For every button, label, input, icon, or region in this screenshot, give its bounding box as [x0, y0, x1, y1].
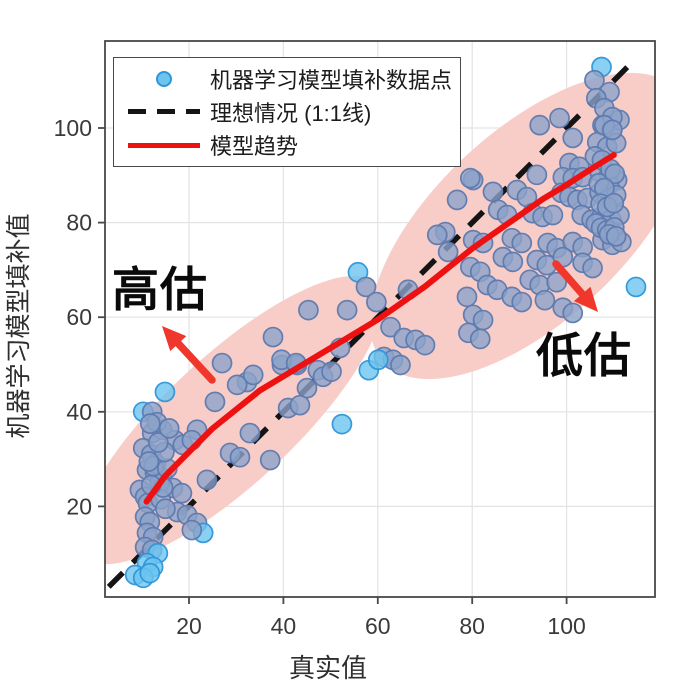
- x-tick-label: 40: [271, 613, 297, 639]
- data-point: [511, 232, 533, 254]
- data-point: [426, 224, 448, 246]
- trend-line: [143, 152, 617, 505]
- data-point: [482, 181, 504, 203]
- data-point: [562, 302, 584, 324]
- tick-labels: 20 40 60 80 100 20 40 60 80 100: [54, 115, 586, 639]
- y-tick-label: 20: [66, 493, 92, 519]
- y-axis-label: 机器学习模型填补值: [5, 213, 33, 439]
- data-point: [414, 334, 436, 356]
- legend-label-trend: 模型趋势: [210, 134, 299, 160]
- data-point: [469, 328, 491, 350]
- data-point: [211, 352, 233, 374]
- y-tick-label: 40: [66, 399, 92, 425]
- data-point: [390, 354, 411, 376]
- scatter-marker-icon: [128, 70, 200, 87]
- data-point: [154, 381, 176, 403]
- data-point: [147, 432, 169, 453]
- data-point: [196, 469, 218, 491]
- data-point: [171, 482, 193, 504]
- data-point: [242, 364, 264, 386]
- x-tick-label: 100: [547, 613, 585, 639]
- legend-row-identity: 理想情况 (1:1线): [114, 95, 460, 128]
- data-point: [336, 299, 358, 321]
- legend-row-points: 机器学习模型填补数据点: [114, 62, 460, 95]
- data-point: [204, 391, 226, 413]
- data-point: [459, 167, 481, 189]
- data-point: [181, 519, 203, 541]
- data-point: [549, 107, 570, 129]
- data-point: [529, 114, 551, 136]
- y-tick-label: 80: [66, 210, 92, 236]
- data-point: [139, 413, 161, 434]
- data-point: [239, 422, 261, 444]
- annotation-overestimate: 高估: [112, 263, 208, 316]
- y-tick-label: 100: [54, 115, 92, 141]
- data-point: [604, 163, 626, 185]
- x-axis-label: 真实值: [288, 653, 367, 683]
- data-point: [502, 251, 524, 273]
- arrow-overestimate-icon: [162, 326, 216, 384]
- data-point: [542, 204, 564, 226]
- legend-label-identity: 理想情况 (1:1线): [210, 100, 372, 126]
- identity-line: [106, 62, 633, 589]
- data-point: [456, 286, 478, 308]
- data-point: [138, 451, 160, 472]
- annotation-underestimate: 低估: [536, 329, 632, 382]
- tick-marks: [98, 127, 568, 604]
- plot-border: [104, 40, 656, 598]
- data-point: [226, 374, 248, 396]
- data-point: [526, 164, 548, 186]
- data-point: [289, 394, 311, 416]
- data-point: [534, 289, 556, 311]
- data-point: [331, 413, 353, 435]
- data-point: [139, 562, 161, 584]
- data-point: [546, 271, 568, 293]
- data-point: [446, 189, 468, 211]
- data-point: [155, 498, 176, 520]
- scatter-points: [124, 56, 647, 589]
- data-point: [259, 449, 281, 471]
- data-point: [321, 361, 342, 382]
- data-point: [296, 377, 318, 399]
- dashed-line-icon: [128, 109, 200, 115]
- data-point: [158, 418, 180, 439]
- data-point: [605, 225, 627, 247]
- data-point: [229, 446, 251, 468]
- data-point: [437, 241, 459, 263]
- legend: 机器学习模型填补数据点 理想情况 (1:1线) 模型趋势: [113, 57, 461, 167]
- legend-label-points: 机器学习模型填补数据点: [210, 67, 453, 93]
- data-point: [562, 127, 584, 149]
- legend-row-trend: 模型趋势: [114, 129, 460, 162]
- y-tick-label: 60: [66, 304, 92, 330]
- data-point: [380, 316, 401, 338]
- x-tick-label: 20: [176, 613, 202, 639]
- x-tick-label: 60: [365, 613, 391, 639]
- data-point: [603, 192, 625, 214]
- data-point: [602, 119, 623, 141]
- data-point: [625, 276, 647, 298]
- data-point: [366, 291, 387, 313]
- arrow-underestimate-icon: [552, 260, 598, 312]
- data-point: [367, 349, 389, 371]
- data-point: [355, 276, 377, 298]
- data-point: [582, 257, 603, 279]
- data-point: [511, 291, 533, 313]
- data-point: [298, 299, 319, 321]
- data-point: [262, 326, 284, 348]
- solid-line-icon: [128, 142, 200, 148]
- x-tick-label: 80: [459, 613, 485, 639]
